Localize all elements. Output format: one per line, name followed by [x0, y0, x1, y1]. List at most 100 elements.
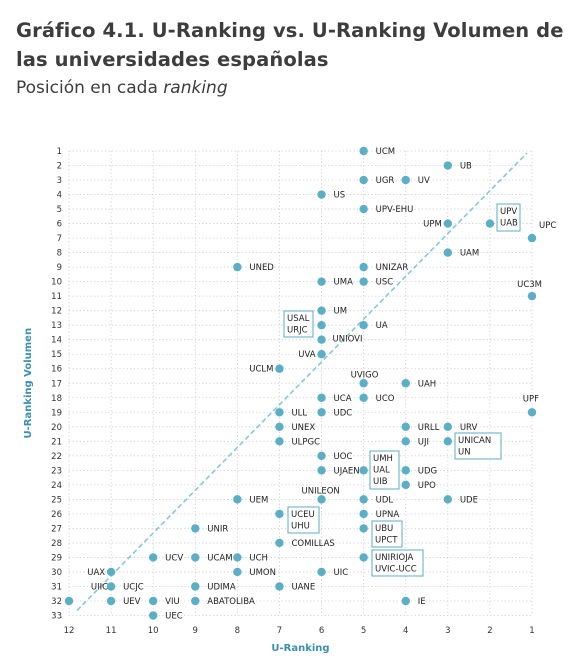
data-label: UNIRIOJA [375, 553, 414, 563]
data-point [233, 553, 242, 562]
diagonal-reference [76, 152, 528, 612]
x-tick-label: 4 [403, 626, 408, 636]
data-point [106, 567, 116, 577]
data-point [233, 262, 242, 272]
x-tick-label: 8 [235, 626, 240, 636]
y-tick-label: 33 [51, 612, 62, 622]
data-label: US [334, 191, 346, 201]
data-point [527, 233, 537, 243]
data-label: UGR [376, 176, 395, 186]
data-label: UOC [334, 452, 353, 462]
data-label: UCM [376, 147, 396, 157]
data-point [106, 596, 116, 606]
data-label: UAB [500, 219, 518, 229]
data-label: USC [376, 278, 394, 288]
y-tick-label: 9 [57, 263, 62, 273]
y-tick-label: 24 [51, 481, 62, 491]
y-tick-label: 8 [57, 249, 62, 259]
y-tick-label: 28 [51, 539, 62, 549]
y-tick-label: 14 [51, 336, 62, 346]
data-point [359, 262, 368, 272]
data-point [359, 393, 368, 402]
y-tick-label: 29 [51, 553, 62, 563]
data-label: UPC [539, 221, 556, 231]
data-point [275, 509, 284, 519]
data-label: UCO [376, 394, 395, 404]
data-point [106, 582, 116, 591]
data-point [275, 422, 284, 431]
x-tick-label: 7 [277, 626, 282, 636]
data-point [317, 335, 326, 344]
label-box [283, 310, 314, 338]
x-tick-label: 2 [487, 626, 492, 636]
data-label: UIB [373, 477, 388, 487]
y-tick-label: 5 [57, 205, 62, 215]
data-label: UPV-EHU [376, 205, 414, 215]
data-point [527, 408, 537, 417]
data-label: UCLM [249, 365, 273, 375]
data-label: UM [334, 307, 348, 317]
data-label: UPF [523, 394, 539, 404]
y-tick-label: 18 [51, 394, 62, 404]
label-boxes [283, 203, 521, 577]
data-point [191, 582, 200, 591]
chart-subtitle: Posición en cada ranking [16, 78, 228, 98]
y-tick-label: 6 [57, 220, 62, 230]
label-box [369, 450, 400, 490]
y-tick-label: 3 [57, 176, 62, 186]
data-label: UIIC [91, 582, 108, 592]
data-point [148, 553, 158, 562]
data-label: UEV [123, 597, 141, 607]
y-tick-label: 22 [51, 452, 62, 462]
data-label: UAX [87, 568, 105, 578]
x-tick-label: 3 [445, 626, 450, 636]
data-label: UJAEN [334, 466, 360, 476]
grid-lines [68, 150, 533, 616]
data-label: UEC [165, 612, 183, 622]
y-tick-label: 19 [51, 408, 62, 418]
data-point [443, 248, 453, 257]
data-label: UPM [423, 220, 442, 230]
y-tick-label: 32 [51, 597, 62, 607]
data-label: UVIC-UCC [375, 565, 417, 575]
data-point [317, 350, 326, 359]
data-point [275, 364, 284, 373]
data-point [359, 320, 368, 330]
subtitle-italic: ranking [163, 78, 228, 98]
data-point [275, 582, 284, 591]
x-tick-label: 6 [319, 626, 324, 636]
x-tick-label: 10 [148, 626, 159, 636]
data-label: UEM [249, 495, 268, 505]
data-label: UCH [249, 553, 268, 563]
data-point [317, 466, 326, 475]
data-point [317, 190, 326, 199]
label-box [287, 506, 320, 534]
data-label: UNEX [291, 423, 315, 433]
data-label: UDE [460, 495, 478, 505]
y-tick-label: 25 [51, 495, 62, 505]
data-label: UMON [249, 568, 276, 578]
data-label: UV [418, 176, 430, 186]
data-point [64, 596, 74, 606]
data-label: ABATOLIBA [207, 597, 255, 607]
label-box [371, 549, 424, 577]
data-point [317, 320, 326, 330]
data-point [275, 437, 284, 446]
data-label: IE [418, 597, 426, 607]
data-point [527, 291, 537, 301]
subtitle-prefix: Posición en cada [16, 78, 158, 98]
data-label: UNICAN [458, 436, 491, 446]
data-label: ULL [291, 408, 307, 418]
data-point [317, 451, 326, 461]
data-point [443, 437, 453, 446]
data-point [443, 161, 453, 170]
data-label: UB [460, 162, 472, 172]
data-label: UDL [376, 495, 394, 505]
data-label: ULPGC [291, 437, 320, 447]
y-tick-label: 11 [51, 292, 62, 302]
data-label: USAL [287, 314, 310, 324]
data-point [443, 219, 453, 228]
data-point [359, 466, 368, 475]
data-label: UCA [334, 394, 352, 404]
data-point [443, 422, 453, 431]
